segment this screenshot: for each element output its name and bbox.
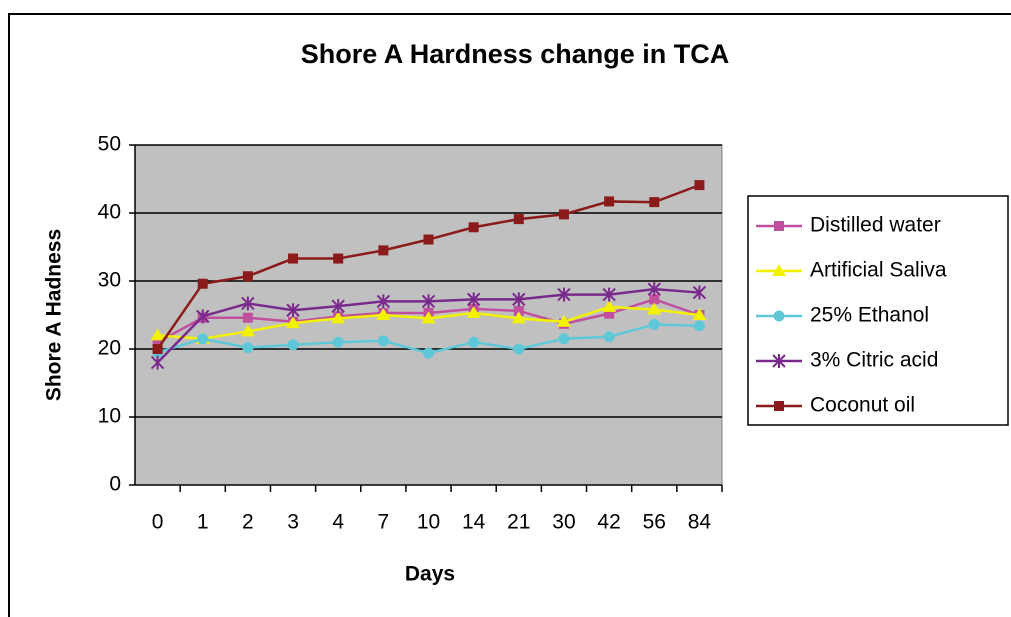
- data-point: [242, 312, 253, 323]
- data-point: [558, 209, 569, 220]
- data-point: [602, 299, 617, 312]
- data-point: [466, 305, 481, 318]
- data-point: [241, 296, 255, 311]
- data-point: [378, 245, 389, 256]
- data-point: [376, 294, 391, 309]
- data-point: [649, 294, 660, 305]
- data-point: [513, 214, 524, 225]
- x-tick-label: 2: [242, 511, 254, 534]
- y-tick-label: 50: [98, 133, 121, 156]
- x-tick-label: 7: [378, 511, 390, 534]
- x-tick-label: 4: [332, 511, 344, 534]
- data-point: [242, 342, 254, 354]
- data-point: [150, 355, 165, 370]
- data-point: [287, 339, 299, 351]
- data-point: [602, 287, 616, 302]
- data-point: [512, 292, 526, 307]
- y-tick-label: 10: [98, 405, 121, 428]
- data-point: [556, 314, 571, 327]
- data-point: [152, 344, 163, 354]
- data-point: [604, 308, 615, 319]
- legend-label: 3% Citric acid: [810, 349, 938, 372]
- legend-label: 25% Ethanol: [810, 304, 929, 327]
- data-point: [197, 333, 209, 345]
- data-point: [557, 287, 571, 302]
- data-point: [286, 303, 300, 318]
- data-point: [649, 197, 660, 208]
- x-tick-label: 21: [507, 511, 530, 534]
- legend: [747, 195, 1009, 426]
- data-point: [648, 319, 660, 331]
- x-tick-label: 14: [462, 511, 486, 534]
- data-point: [377, 335, 389, 347]
- x-tick-label: 42: [597, 511, 620, 534]
- data-point: [332, 336, 344, 348]
- y-axis-label: Shore A Hadness: [43, 229, 66, 401]
- data-point: [331, 299, 345, 314]
- data-point: [376, 308, 391, 320]
- data-point: [468, 222, 479, 233]
- x-tick-label: 1: [197, 511, 209, 534]
- data-point: [604, 196, 615, 207]
- x-tick-label: 0: [152, 511, 164, 534]
- data-point: [421, 294, 436, 309]
- chart-title: Shore A Hardness change in TCA: [301, 39, 730, 69]
- data-point: [468, 336, 480, 348]
- data-point: [150, 328, 165, 341]
- x-axis-label: Days: [405, 563, 455, 586]
- data-point: [693, 320, 705, 332]
- x-tick-label: 10: [417, 511, 440, 534]
- data-point: [511, 311, 526, 324]
- y-tick-label: 0: [109, 473, 121, 496]
- data-point: [333, 253, 344, 264]
- x-tick-label: 84: [688, 511, 712, 534]
- data-point: [197, 278, 208, 289]
- data-point: [513, 305, 524, 316]
- x-tick-label: 3: [287, 511, 299, 534]
- y-tick-label: 40: [98, 201, 121, 224]
- data-point: [647, 282, 661, 297]
- data-point: [240, 324, 255, 337]
- data-point: [466, 292, 481, 307]
- data-point: [692, 308, 707, 320]
- legend-label: Distilled water: [810, 214, 941, 237]
- data-point: [286, 316, 301, 329]
- data-point: [421, 311, 436, 324]
- data-point: [423, 234, 434, 245]
- data-point: [423, 347, 434, 359]
- legend-label: Artificial Saliva: [810, 259, 947, 282]
- data-point: [288, 253, 299, 264]
- data-point: [603, 331, 615, 343]
- data-point: [196, 309, 210, 324]
- legend-marker: [773, 310, 785, 322]
- legend-marker: [774, 401, 784, 411]
- y-tick-label: 20: [98, 337, 121, 360]
- legend-marker: [774, 221, 784, 231]
- data-point: [242, 271, 253, 282]
- data-point: [692, 285, 707, 300]
- data-point: [152, 337, 163, 348]
- y-tick-label: 30: [98, 269, 121, 292]
- data-point: [513, 343, 525, 355]
- legend-label: Coconut oil: [810, 394, 915, 417]
- data-point: [558, 333, 570, 345]
- data-point: [331, 311, 346, 324]
- legend-marker: [772, 354, 786, 368]
- x-tick-label: 56: [643, 511, 666, 534]
- legend-marker: [772, 264, 786, 276]
- data-point: [647, 302, 662, 315]
- data-point: [694, 180, 705, 191]
- x-tick-label: 30: [552, 511, 575, 534]
